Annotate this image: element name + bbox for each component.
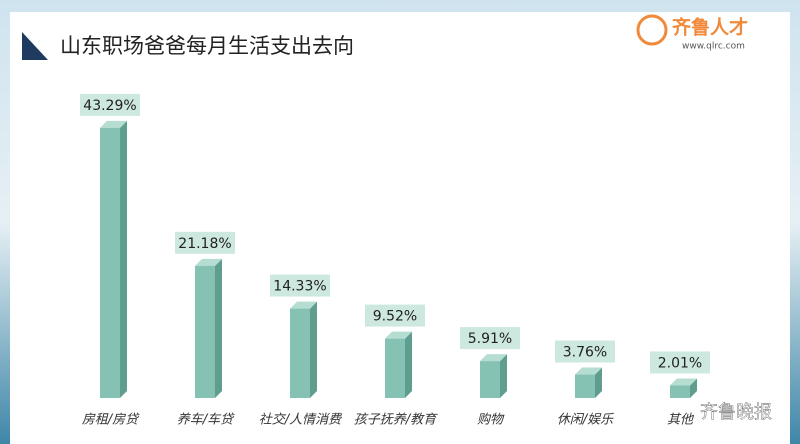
value-label: 9.52%: [373, 309, 417, 325]
x-tick-label: 社交/人情消费: [259, 412, 342, 428]
value-label-box: [460, 327, 520, 350]
x-tick-label: 孩子抚养/教育: [354, 412, 438, 428]
bar: [480, 361, 500, 398]
bar-top: [480, 354, 507, 362]
bar-side: [500, 354, 507, 398]
value-label-box: [270, 274, 330, 297]
value-label-box: [650, 351, 710, 374]
value-label: 21.18%: [178, 236, 231, 252]
bar-side: [595, 367, 602, 398]
logo-name: 齐鲁人才: [672, 16, 748, 39]
bar-side: [310, 301, 317, 398]
value-label-box: [175, 231, 235, 254]
bar-side: [690, 378, 697, 398]
value-label: 43.29%: [83, 98, 136, 114]
value-label: 2.01%: [658, 355, 702, 371]
value-label-box: [80, 93, 140, 116]
x-tick-label: 休闲/娱乐: [557, 413, 614, 428]
bar: [385, 338, 405, 398]
logo-url: www.qlrc.com: [682, 42, 745, 52]
bar: [575, 374, 595, 398]
bar-side: [215, 258, 222, 398]
bar-top: [290, 301, 317, 309]
value-label: 5.91%: [468, 331, 512, 347]
x-tick-label: 其他: [667, 413, 695, 428]
x-tick-label: 养车/车贷: [177, 412, 235, 428]
bar-side: [120, 120, 127, 399]
value-label-box: [555, 340, 615, 363]
value-label: 14.33%: [273, 279, 326, 295]
value-label: 3.76%: [563, 345, 607, 361]
watermark: 齐鲁晚报: [700, 402, 772, 423]
bar-top: [385, 331, 412, 339]
bar: [290, 308, 310, 398]
bar-side: [405, 331, 412, 398]
bar-top: [670, 378, 697, 386]
title-icon: [22, 32, 48, 60]
x-tick-label: 购物: [477, 413, 505, 428]
bar: [195, 265, 215, 398]
bar-top: [195, 258, 222, 266]
chart-title: 山东职场爸爸每月生活支出去向: [60, 34, 354, 58]
logo-icon: [636, 14, 668, 46]
x-tick-label: 房租/房贷: [82, 413, 140, 428]
bar-top: [100, 120, 127, 128]
bar-top: [575, 367, 602, 375]
bar: [670, 385, 690, 398]
bar: [100, 127, 120, 399]
value-label-box: [365, 304, 425, 327]
